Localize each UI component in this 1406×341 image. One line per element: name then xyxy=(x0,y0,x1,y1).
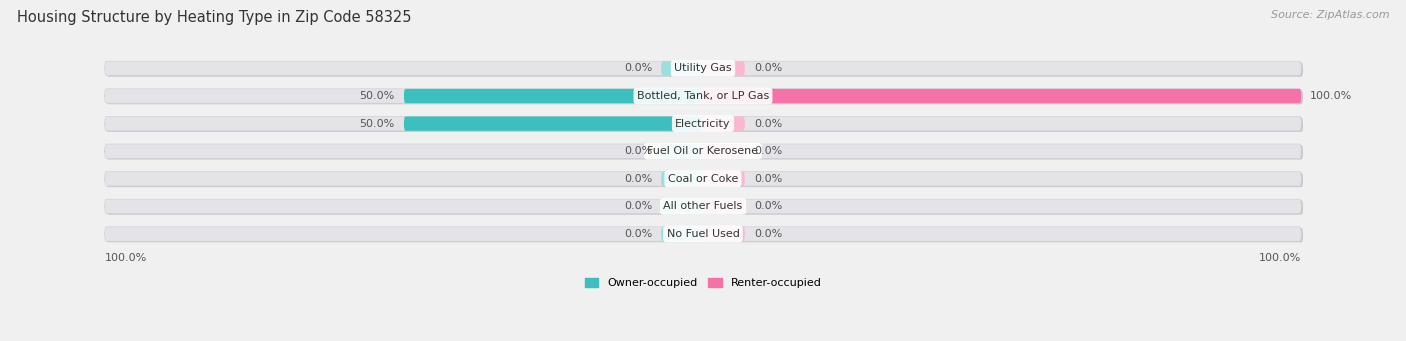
Text: 0.0%: 0.0% xyxy=(754,63,782,73)
FancyBboxPatch shape xyxy=(104,199,1302,213)
FancyBboxPatch shape xyxy=(702,199,745,213)
Bar xyxy=(702,61,703,76)
Text: 0.0%: 0.0% xyxy=(754,202,782,211)
FancyBboxPatch shape xyxy=(107,62,1303,77)
FancyBboxPatch shape xyxy=(702,227,745,241)
FancyBboxPatch shape xyxy=(661,227,704,241)
FancyBboxPatch shape xyxy=(404,89,704,103)
Bar xyxy=(702,199,703,213)
Text: 0.0%: 0.0% xyxy=(754,119,782,129)
FancyBboxPatch shape xyxy=(661,199,704,213)
FancyBboxPatch shape xyxy=(404,116,704,131)
Text: Electricity: Electricity xyxy=(675,119,731,129)
Bar xyxy=(702,89,703,103)
Bar xyxy=(702,172,703,186)
Text: Fuel Oil or Kerosene: Fuel Oil or Kerosene xyxy=(647,146,759,156)
Text: Housing Structure by Heating Type in Zip Code 58325: Housing Structure by Heating Type in Zip… xyxy=(17,10,412,25)
Text: Source: ZipAtlas.com: Source: ZipAtlas.com xyxy=(1271,10,1389,20)
FancyBboxPatch shape xyxy=(104,227,1302,241)
Text: 0.0%: 0.0% xyxy=(624,174,652,184)
Text: 0.0%: 0.0% xyxy=(754,146,782,156)
FancyBboxPatch shape xyxy=(107,118,1303,132)
FancyBboxPatch shape xyxy=(107,228,1303,242)
FancyBboxPatch shape xyxy=(104,61,1302,76)
Bar xyxy=(702,227,703,241)
FancyBboxPatch shape xyxy=(702,89,1302,103)
FancyBboxPatch shape xyxy=(661,172,704,186)
FancyBboxPatch shape xyxy=(104,116,1302,131)
Text: 0.0%: 0.0% xyxy=(624,63,652,73)
Text: All other Fuels: All other Fuels xyxy=(664,202,742,211)
Legend: Owner-occupied, Renter-occupied: Owner-occupied, Renter-occupied xyxy=(581,273,825,293)
Text: Coal or Coke: Coal or Coke xyxy=(668,174,738,184)
Text: 50.0%: 50.0% xyxy=(360,91,395,101)
Text: No Fuel Used: No Fuel Used xyxy=(666,229,740,239)
FancyBboxPatch shape xyxy=(107,201,1303,215)
FancyBboxPatch shape xyxy=(107,145,1303,160)
Text: 100.0%: 100.0% xyxy=(1310,91,1353,101)
Bar xyxy=(702,89,703,103)
FancyBboxPatch shape xyxy=(702,61,745,76)
FancyBboxPatch shape xyxy=(107,90,1303,104)
Bar xyxy=(702,61,703,76)
Text: 50.0%: 50.0% xyxy=(360,119,395,129)
FancyBboxPatch shape xyxy=(107,173,1303,187)
Text: 0.0%: 0.0% xyxy=(624,202,652,211)
FancyBboxPatch shape xyxy=(104,172,1302,186)
Bar xyxy=(702,116,703,131)
Bar xyxy=(702,227,703,241)
Text: 0.0%: 0.0% xyxy=(754,174,782,184)
FancyBboxPatch shape xyxy=(702,144,745,158)
Text: 0.0%: 0.0% xyxy=(624,146,652,156)
Text: Utility Gas: Utility Gas xyxy=(675,63,731,73)
Text: 100.0%: 100.0% xyxy=(1258,253,1302,263)
FancyBboxPatch shape xyxy=(104,144,1302,158)
Text: 100.0%: 100.0% xyxy=(104,253,148,263)
Bar xyxy=(702,199,703,213)
Text: 0.0%: 0.0% xyxy=(754,229,782,239)
Text: Bottled, Tank, or LP Gas: Bottled, Tank, or LP Gas xyxy=(637,91,769,101)
FancyBboxPatch shape xyxy=(104,89,1302,103)
FancyBboxPatch shape xyxy=(661,61,704,76)
FancyBboxPatch shape xyxy=(661,144,704,158)
Bar xyxy=(702,172,703,186)
FancyBboxPatch shape xyxy=(702,172,745,186)
Bar xyxy=(702,116,703,131)
Text: 0.0%: 0.0% xyxy=(624,229,652,239)
Bar xyxy=(702,144,703,158)
FancyBboxPatch shape xyxy=(702,116,745,131)
Bar xyxy=(702,144,703,158)
